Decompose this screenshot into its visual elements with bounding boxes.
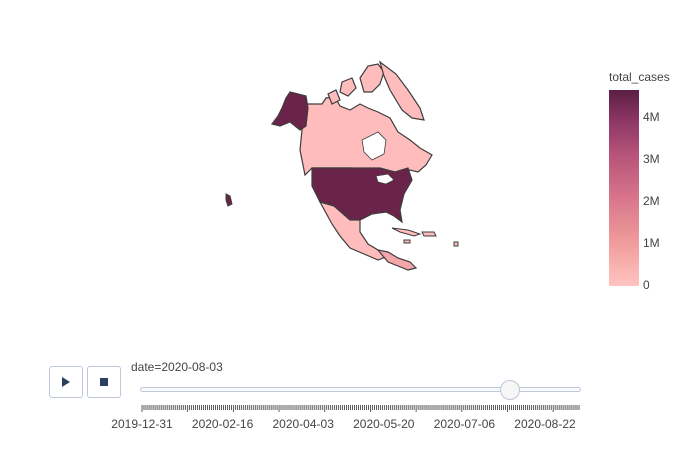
slider-rail[interactable] (140, 387, 581, 392)
stop-icon (100, 378, 108, 386)
region-cuba[interactable] (391, 227, 422, 237)
region-canada-arctic[interactable] (327, 89, 341, 105)
colorbar-tick: 3M (643, 152, 660, 166)
play-button[interactable] (49, 366, 83, 398)
slider-tick-label: 2020-07-06 (433, 417, 496, 431)
region-canada-arctic[interactable] (339, 77, 357, 97)
play-icon (62, 377, 70, 387)
slider-handle[interactable] (500, 380, 521, 400)
slider-tick-label: 2020-04-03 (272, 417, 334, 431)
colorbar-title: total_cases (609, 70, 670, 84)
stop-button[interactable] (87, 366, 121, 398)
colorbar-tick: 2M (643, 194, 660, 208)
region-central-america[interactable] (376, 249, 418, 271)
slider-tick-label: 2020-02-16 (191, 417, 254, 431)
colorbar-tick: 4M (643, 110, 660, 124)
region-caribbean[interactable] (421, 231, 437, 237)
region-greenland[interactable] (378, 60, 425, 121)
slider-current-label: date=2020-08-03 (131, 360, 223, 374)
colorbar-tick: 0 (643, 278, 650, 292)
region-hawaii[interactable] (225, 193, 233, 207)
colorbar (609, 90, 639, 286)
lake (375, 173, 395, 185)
region-caribbean[interactable] (403, 239, 411, 244)
region-caribbean[interactable] (453, 241, 459, 247)
region-alaska[interactable] (270, 91, 309, 131)
hudson-bay (361, 131, 387, 161)
colorbar-tick: 1M (643, 236, 660, 250)
slider-tick-label: 2020-05-20 (353, 417, 415, 431)
slider-tick-label: 2019-12-31 (111, 417, 173, 431)
region-canada-arctic[interactable] (359, 63, 385, 93)
slider-tick-label: 2020-08-22 (514, 417, 576, 431)
